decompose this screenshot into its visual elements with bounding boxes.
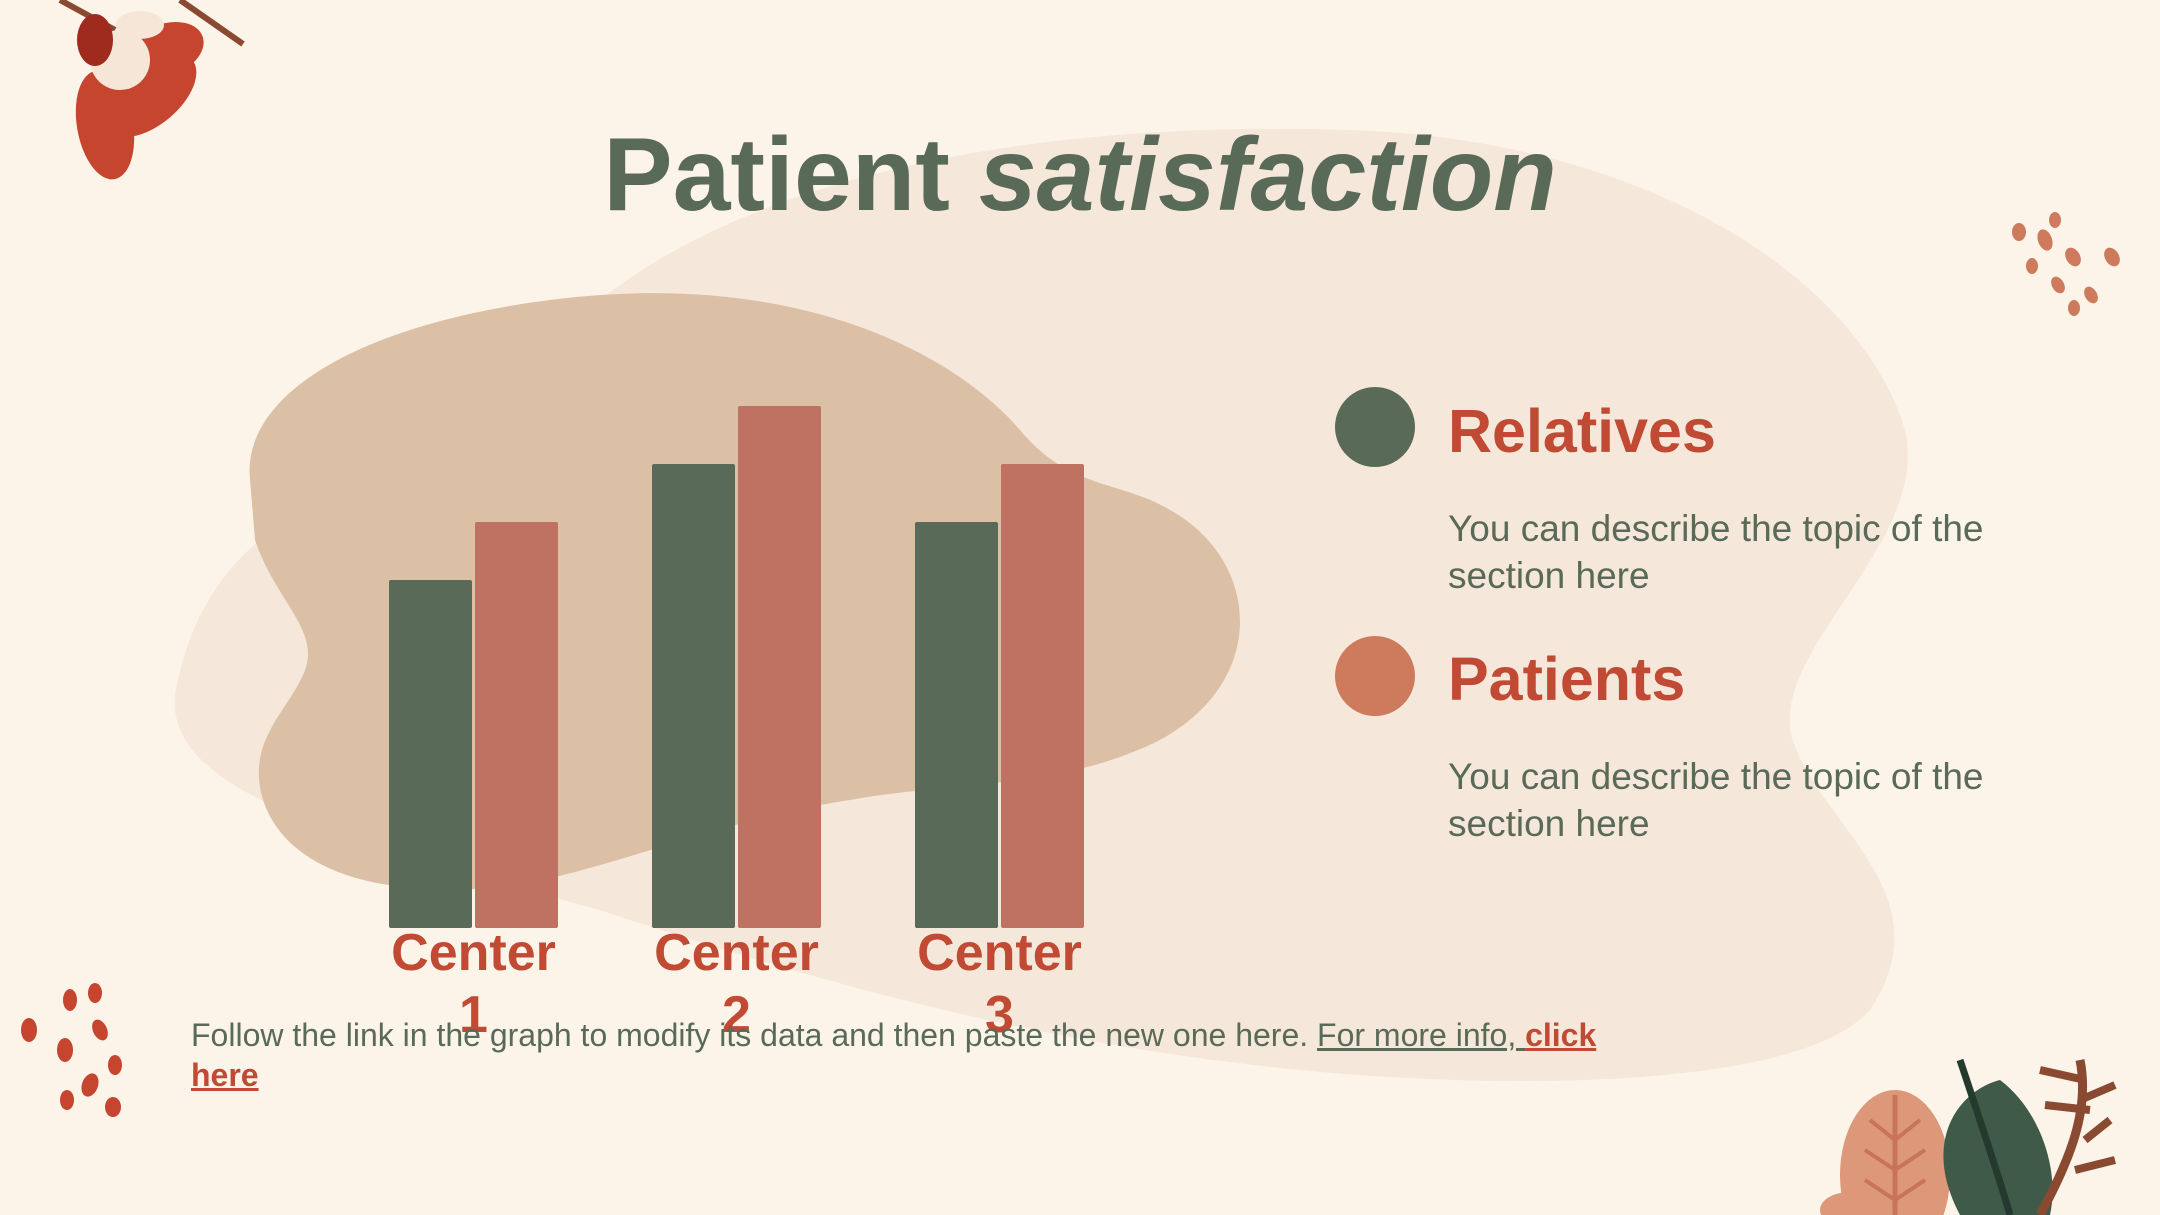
legend-description-relatives: You can describe the topic of the sectio… bbox=[1448, 508, 1984, 596]
legend-dot-patients bbox=[1335, 636, 1415, 716]
footnote-text: Follow the link in the graph to modify i… bbox=[191, 1017, 1318, 1053]
flower-decoration bbox=[58, 0, 245, 180]
dots-decoration-bottom-left bbox=[21, 983, 122, 1117]
legend-title-patients: Patients bbox=[1448, 645, 1686, 713]
footnote: Follow the link in the graph to modify i… bbox=[191, 1015, 1671, 1095]
bar-patients-3 bbox=[1001, 464, 1084, 928]
category-label-3: Center 3 bbox=[917, 924, 1082, 1044]
more-info-text: For more info, bbox=[1317, 1017, 1526, 1053]
bars-group bbox=[389, 406, 1084, 928]
legend-title-relatives: Relatives bbox=[1448, 397, 1716, 465]
category-label-1: Center 1 bbox=[391, 924, 556, 1044]
bar-relatives-1 bbox=[389, 580, 472, 928]
bar-patients-2 bbox=[738, 406, 821, 928]
dots-decoration-top-right bbox=[2012, 212, 2120, 316]
bar-patients-1 bbox=[475, 522, 558, 928]
click-here-link[interactable]: click here bbox=[191, 1017, 1597, 1093]
category-labels-group: Center 1 Center 2 Center 3 bbox=[391, 924, 1082, 1044]
bar-relatives-3 bbox=[915, 522, 998, 928]
title-emphasis: satisfaction bbox=[978, 117, 1557, 233]
legend-dot-relatives bbox=[1335, 387, 1415, 467]
legend-description-patients: You can describe the topic of the sectio… bbox=[1448, 756, 1984, 844]
page-title: Patient satisfaction bbox=[0, 118, 2160, 232]
leaves-decoration bbox=[1820, 1058, 2117, 1215]
bar-relatives-2 bbox=[652, 464, 735, 928]
category-label-2: Center 2 bbox=[654, 924, 819, 1044]
title-main: Patient bbox=[603, 117, 950, 233]
